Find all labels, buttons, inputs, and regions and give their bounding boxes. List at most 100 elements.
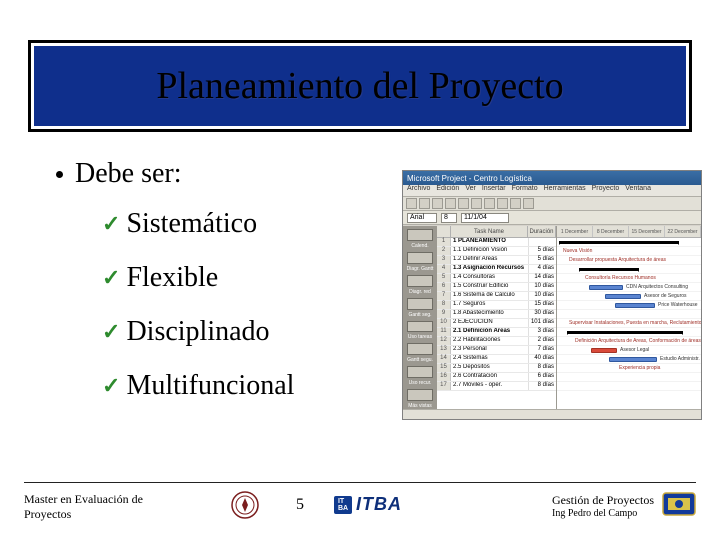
gantt-text-label: Supervisar Instalaciones, Puesta en marc…	[569, 320, 701, 326]
menu-item[interactable]: Ventana	[625, 185, 651, 196]
toolbar-button[interactable]	[497, 198, 508, 209]
view-button[interactable]	[407, 366, 433, 378]
menu-item[interactable]: Proyecto	[592, 185, 620, 196]
task-duration: 10 días	[528, 292, 556, 300]
task-row[interactable]: 102 EJECUCION101 días	[437, 319, 556, 328]
task-duration: 14 días	[528, 274, 556, 282]
task-name: 2.1 Definición Areas	[451, 328, 528, 336]
task-row[interactable]: 152.5 Depósitos8 días	[437, 364, 556, 373]
toolbar-button[interactable]	[419, 198, 430, 209]
task-name: 2.2 Habilitaciones	[451, 337, 528, 345]
toolbar-button[interactable]	[471, 198, 482, 209]
toolbar-button[interactable]	[510, 198, 521, 209]
menu-item[interactable]: Herramientas	[544, 185, 586, 196]
gantt-chart: 1 December8 December15 December22 Decemb…	[557, 226, 701, 409]
task-row[interactable]: 132.3 Personal7 días	[437, 346, 556, 355]
toolbar-button[interactable]	[432, 198, 443, 209]
slide: Planeamiento del Proyecto Debe ser: ✓Sis…	[0, 0, 720, 540]
row-number: 9	[437, 310, 451, 318]
task-duration: 7 días	[528, 346, 556, 354]
sub-bullet-text: Sistemático	[126, 208, 257, 240]
title-band: Planeamiento del Proyecto	[28, 40, 692, 132]
timescale-cell: 15 December	[629, 226, 665, 237]
toolbar-button[interactable]	[523, 198, 534, 209]
sub-bullet-row: ✓Disciplinado	[102, 316, 396, 348]
task-row[interactable]: 11 PLANEAMIENTO	[437, 238, 556, 247]
view-button[interactable]	[407, 389, 433, 401]
gantt-summary-bar[interactable]	[559, 241, 679, 244]
task-row[interactable]: 41.3 Asignación Recursos4 días	[437, 265, 556, 274]
embedded-screenshot: Microsoft Project - Centro Logística Arc…	[402, 170, 702, 420]
gantt-text-label: Consultoría Recursos Humanos	[585, 275, 656, 281]
gantt-text-label: Experiencia propia	[619, 365, 660, 371]
view-button[interactable]	[407, 321, 433, 333]
view-button[interactable]	[407, 275, 433, 287]
task-name: 1.5 Construir Edificio	[451, 283, 528, 291]
view-button[interactable]	[407, 298, 433, 310]
sub-bullet-text: Multifuncional	[126, 370, 294, 402]
task-row[interactable]: 162.6 Contratación6 días	[437, 373, 556, 382]
view-label: Uso recur.	[409, 381, 432, 386]
gantt-task-bar[interactable]	[605, 294, 641, 299]
gantt-text-label: Definición Arquitectura de Areas, Confor…	[575, 338, 701, 344]
menu-item[interactable]: Edición	[436, 185, 459, 196]
task-row[interactable]: 51.4 Consultoras14 días	[437, 274, 556, 283]
gantt-body: Nueva VisiónDesarrollar propuesta Arquit…	[557, 238, 701, 409]
gantt-summary-bar[interactable]	[567, 331, 683, 334]
body-text: Debe ser: ✓Sistemático✓Flexible✓Discipli…	[56, 158, 396, 424]
check-icon: ✓	[102, 373, 120, 399]
menu-item[interactable]: Formato	[512, 185, 538, 196]
task-row[interactable]: 61.5 Construir Edificio10 días	[437, 283, 556, 292]
row-number: 1	[437, 238, 451, 246]
task-row[interactable]: 172.7 Móviles - oper.8 días	[437, 382, 556, 391]
view-button[interactable]	[407, 229, 433, 241]
task-row[interactable]: 112.1 Definición Areas3 días	[437, 328, 556, 337]
sub-bullet-row: ✓Multifuncional	[102, 370, 396, 402]
task-name: 1.3 Asignación Recursos	[451, 265, 528, 273]
app-toolbar	[403, 197, 701, 211]
task-name: 2.4 Sistemas	[451, 355, 528, 363]
view-button[interactable]	[407, 343, 433, 355]
gantt-task-bar[interactable]	[589, 285, 623, 290]
task-duration: 40 días	[528, 355, 556, 363]
view-label: Diagr. Gantt	[407, 267, 434, 272]
sub-bullet-row: ✓Sistemático	[102, 208, 396, 240]
task-row[interactable]: 91.8 Abastecimiento30 días	[437, 310, 556, 319]
task-row[interactable]: 71.6 Sistema de Cálculo10 días	[437, 292, 556, 301]
gantt-task-bar[interactable]	[591, 348, 617, 353]
view-button[interactable]	[407, 252, 433, 264]
toolbar-button[interactable]	[458, 198, 469, 209]
gantt-row: Experiencia propia	[557, 364, 701, 373]
row-number: 10	[437, 319, 451, 327]
gantt-summary-bar[interactable]	[579, 268, 639, 271]
task-row[interactable]: 21.1 Definición Visión5 días	[437, 247, 556, 256]
gantt-task-bar[interactable]	[615, 303, 655, 308]
task-duration: 6 días	[528, 373, 556, 381]
task-row[interactable]: 81.7 Seguros15 días	[437, 301, 556, 310]
footer-right: Gestión de Proyectos Ing Pedro del Campo	[552, 489, 654, 521]
font-field[interactable]: Arial	[407, 213, 437, 223]
task-row[interactable]: 142.4 Sistemas40 días	[437, 355, 556, 364]
task-duration: 5 días	[528, 256, 556, 264]
gantt-task-bar[interactable]	[609, 357, 657, 362]
view-label: Gantt seg.	[408, 313, 431, 318]
toolbar-button[interactable]	[445, 198, 456, 209]
gantt-bar-label: Asesor de Seguros	[644, 293, 687, 299]
menu-item[interactable]: Ver	[465, 185, 476, 196]
timescale-cell: 1 December	[557, 226, 593, 237]
fontsize-field[interactable]: 8	[441, 213, 457, 223]
menu-item[interactable]: Archivo	[407, 185, 430, 196]
task-row[interactable]: 31.2 Definir Areas5 días	[437, 256, 556, 265]
gantt-row: Consultoría Recursos Humanos	[557, 274, 701, 283]
gantt-row	[557, 310, 701, 319]
toolbar-button[interactable]	[484, 198, 495, 209]
row-number: 8	[437, 301, 451, 309]
toolbar-button[interactable]	[406, 198, 417, 209]
date-field[interactable]: 11/1/04	[461, 213, 509, 223]
task-row[interactable]: 122.2 Habilitaciones2 días	[437, 337, 556, 346]
gantt-row: Asesor de Seguros	[557, 292, 701, 301]
footer-left-line1: Master en Evaluación de	[24, 492, 224, 507]
menu-item[interactable]: Insertar	[482, 185, 506, 196]
itba-logo: ITBA ITBA	[334, 494, 402, 515]
gantt-row: Desarrollar propuesta Arquitectura de ár…	[557, 256, 701, 265]
